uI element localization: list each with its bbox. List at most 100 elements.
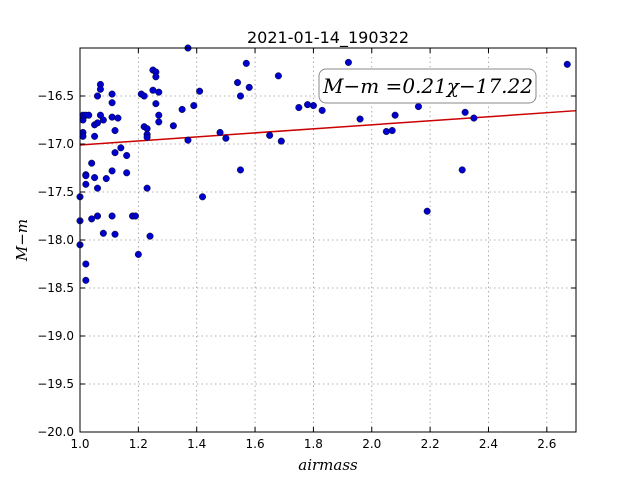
data-point xyxy=(99,229,107,237)
data-point xyxy=(304,101,312,109)
data-point xyxy=(152,73,160,81)
y-tick-label: −17.5 xyxy=(37,185,74,199)
data-point xyxy=(88,159,96,167)
data-point xyxy=(111,149,119,157)
data-point xyxy=(94,184,102,192)
data-point xyxy=(123,169,131,177)
data-point xyxy=(111,127,119,135)
x-tick-label: 1.0 xyxy=(70,437,89,451)
data-point xyxy=(295,104,303,112)
data-point xyxy=(99,116,107,124)
data-point xyxy=(470,114,478,122)
data-point xyxy=(414,103,422,111)
data-point xyxy=(94,119,102,127)
x-tick-label: 2.2 xyxy=(421,437,440,451)
data-point xyxy=(388,127,396,135)
data-point xyxy=(82,172,90,180)
y-tick-label: −20.0 xyxy=(37,425,74,439)
data-point xyxy=(114,114,122,122)
data-point xyxy=(236,166,244,174)
data-point xyxy=(155,88,163,96)
data-point xyxy=(96,85,104,93)
fit-line-group xyxy=(79,109,577,146)
data-point xyxy=(143,133,151,141)
data-point xyxy=(143,184,151,192)
data-point xyxy=(169,122,177,130)
data-point xyxy=(234,79,242,87)
data-point xyxy=(111,230,119,238)
y-tick-label: −19.0 xyxy=(37,329,74,343)
annotation-box xyxy=(318,68,537,104)
data-point xyxy=(356,115,364,123)
data-point xyxy=(140,92,148,100)
data-point xyxy=(117,144,125,152)
x-tick-label: 1.6 xyxy=(246,437,265,451)
data-point xyxy=(309,102,317,110)
axis-ticks: 1.0 1.2 1.4 1.6 1.8 2.0 2.2 2.4 2.6 −16.5 −17.0 −17… xyxy=(37,48,576,451)
data-point xyxy=(196,87,204,95)
data-point xyxy=(152,100,160,108)
data-point xyxy=(184,136,192,144)
x-tick-label: 1.4 xyxy=(187,437,206,451)
data-point xyxy=(131,212,139,220)
data-point xyxy=(155,111,163,119)
y-tick-label: −19.5 xyxy=(37,377,74,391)
data-point xyxy=(155,118,163,126)
data-point xyxy=(216,128,224,136)
fit-equation-text: M−m =0.21χ−17.22 xyxy=(322,74,533,98)
fit-equation-annotation: M−m =0.21χ−17.22 xyxy=(318,68,537,104)
y-axis-label: M−m xyxy=(13,219,31,262)
x-tick-label: 2.0 xyxy=(362,437,381,451)
data-points xyxy=(76,44,571,284)
data-point xyxy=(82,260,90,268)
data-point xyxy=(458,166,466,174)
data-point xyxy=(82,276,90,284)
data-point xyxy=(123,152,131,160)
data-point xyxy=(94,92,102,100)
data-point xyxy=(461,108,469,116)
data-point xyxy=(149,86,157,94)
data-point xyxy=(277,137,285,145)
fit-line xyxy=(79,109,577,146)
x-tick-label: 2.6 xyxy=(537,437,556,451)
data-point xyxy=(199,193,207,201)
x-tick-label: 2.4 xyxy=(479,437,498,451)
data-point xyxy=(382,128,390,136)
x-tick-label: 1.8 xyxy=(304,437,323,451)
x-tick-label: 1.2 xyxy=(129,437,148,451)
data-point xyxy=(108,113,116,121)
data-point xyxy=(391,111,399,119)
data-point xyxy=(318,106,326,114)
y-tick-label: −18.5 xyxy=(37,281,74,295)
y-tick-label: −17.0 xyxy=(37,137,74,151)
data-point xyxy=(190,102,198,110)
y-tick-label: −18.0 xyxy=(37,233,74,247)
data-point xyxy=(146,232,154,240)
data-point xyxy=(108,90,116,98)
data-point xyxy=(85,111,93,119)
data-point xyxy=(91,174,99,182)
y-tick-label: −16.5 xyxy=(37,89,74,103)
data-point xyxy=(102,175,110,183)
data-point xyxy=(79,132,87,140)
data-point xyxy=(108,99,116,107)
data-point xyxy=(245,83,253,91)
data-point xyxy=(178,105,186,113)
data-point xyxy=(423,207,431,215)
data-point xyxy=(236,92,244,100)
data-point xyxy=(563,60,571,68)
x-axis-label: airmass xyxy=(298,456,358,474)
data-point xyxy=(274,72,282,80)
data-point xyxy=(134,250,142,258)
data-point xyxy=(108,167,116,175)
data-point xyxy=(242,59,250,67)
data-point xyxy=(94,212,102,220)
data-point xyxy=(222,134,230,142)
data-point xyxy=(88,215,96,223)
data-point xyxy=(344,58,352,66)
data-point xyxy=(108,212,116,220)
chart-title: 2021-01-14_190322 xyxy=(247,28,409,48)
data-point xyxy=(82,180,90,188)
data-point xyxy=(266,131,274,139)
